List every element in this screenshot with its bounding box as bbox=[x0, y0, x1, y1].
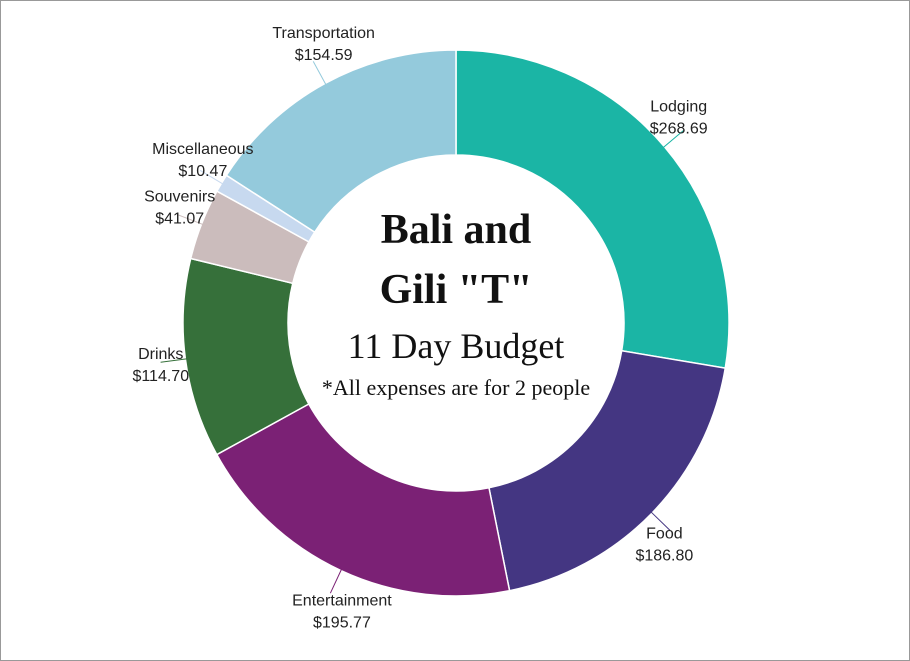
slice-value-label: $268.69 bbox=[650, 121, 708, 138]
slice-label: Souvenirs bbox=[144, 189, 215, 206]
donut-slice bbox=[215, 402, 511, 597]
leader-line bbox=[650, 511, 671, 531]
donut-slice bbox=[455, 49, 730, 369]
title-line: Gili "T" bbox=[380, 267, 533, 313]
leader-line bbox=[160, 358, 188, 363]
slice-label: Food bbox=[646, 525, 682, 542]
donut-slice bbox=[488, 349, 727, 592]
slice-label: Miscellaneous bbox=[152, 141, 253, 158]
slice-value-label: $41.07 bbox=[155, 211, 204, 228]
leader-line bbox=[662, 130, 684, 149]
slice-value-label: $186.80 bbox=[635, 547, 693, 564]
title-line: Bali and bbox=[381, 207, 532, 253]
donut-slice bbox=[225, 49, 457, 234]
leader-line bbox=[199, 169, 224, 185]
leader-line bbox=[312, 61, 327, 86]
leader-line bbox=[178, 214, 204, 226]
note: *All expenses are for 2 people bbox=[322, 375, 590, 400]
slice-label: Drinks bbox=[138, 346, 183, 363]
slice-value-label: $154.59 bbox=[295, 47, 353, 64]
slice-value-label: $195.77 bbox=[313, 614, 371, 631]
slice-value-label: $10.47 bbox=[178, 163, 227, 180]
subtitle: 11 Day Budget bbox=[348, 326, 565, 366]
leader-line bbox=[329, 568, 343, 594]
slice-value-label: $114.70 bbox=[132, 368, 189, 385]
donut bbox=[182, 49, 730, 597]
slice-label: Lodging bbox=[650, 99, 707, 116]
slice-label: Transportation bbox=[272, 25, 375, 42]
slice-label: Entertainment bbox=[292, 592, 392, 609]
